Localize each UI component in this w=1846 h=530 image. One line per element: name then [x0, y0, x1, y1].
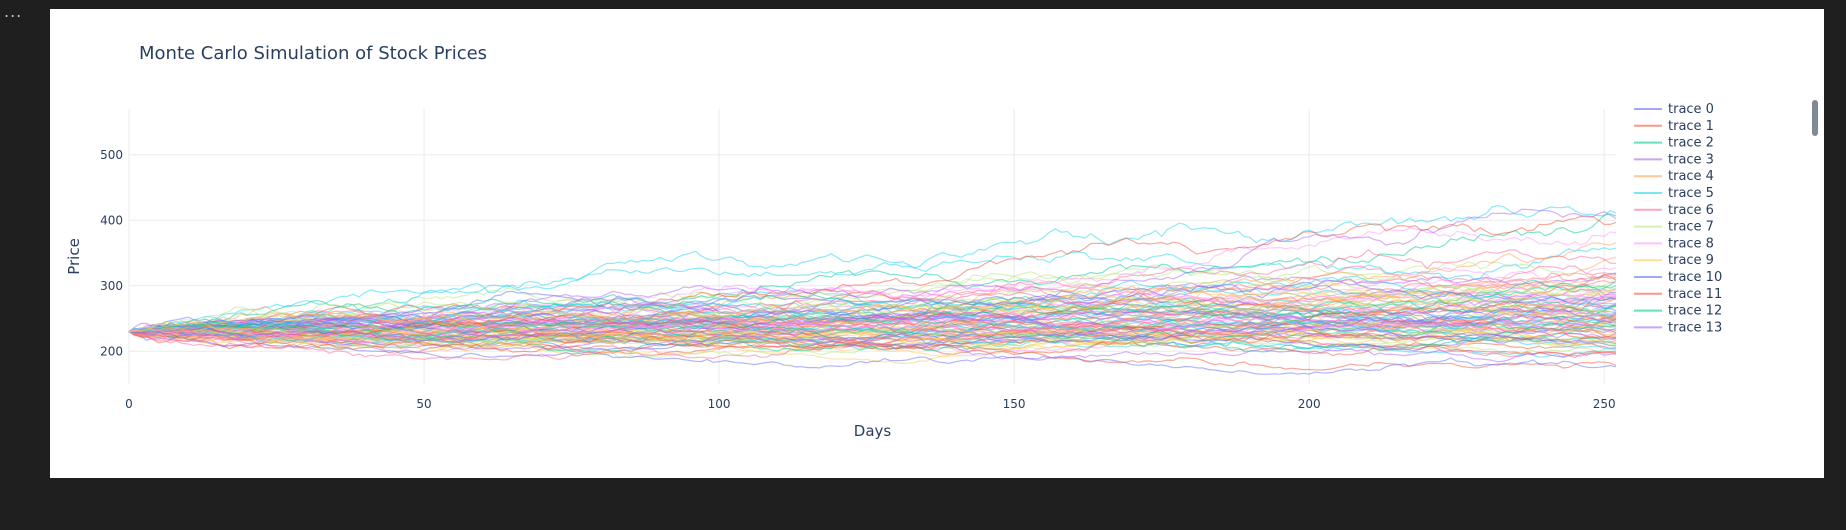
trace-line	[128, 301, 1617, 341]
legend-label: trace 10	[1668, 270, 1722, 285]
legend-item[interactable]: trace 11	[1634, 287, 1722, 302]
legend-item[interactable]: trace 6	[1634, 203, 1714, 218]
chart-title: Monte Carlo Simulation of Stock Prices	[139, 43, 488, 64]
legend-item[interactable]: trace 8	[1634, 236, 1714, 251]
legend-label: trace 5	[1668, 186, 1714, 201]
legend-item[interactable]: trace 1	[1634, 119, 1714, 134]
trace-line	[128, 309, 1617, 345]
x-axis-ticks: 0 50 100 150 200 250	[125, 397, 1615, 411]
legend-item[interactable]: trace 0	[1634, 102, 1714, 117]
legend-item[interactable]: trace 10	[1634, 270, 1722, 285]
y-axis-ticks: 200 300 400 500	[100, 148, 123, 358]
legend-label: trace 1	[1668, 119, 1714, 134]
x-tick-label: 150	[1003, 397, 1026, 411]
y-tick-label: 200	[100, 344, 123, 358]
legend-item[interactable]: trace 3	[1634, 152, 1714, 167]
trace-line	[128, 204, 1617, 334]
legend-label: trace 13	[1668, 320, 1722, 335]
y-tick-label: 500	[100, 148, 123, 162]
y-axis-title: Price	[65, 238, 83, 275]
legend-scrollbar[interactable]	[1812, 100, 1818, 136]
trace-line	[128, 321, 1617, 347]
legend-label: trace 12	[1668, 304, 1722, 319]
legend-label: trace 8	[1668, 236, 1714, 251]
trace-line	[128, 242, 1617, 333]
ellipsis-icon[interactable]: ...	[4, 2, 23, 21]
x-tick-label: 200	[1298, 397, 1321, 411]
trace-line	[128, 314, 1617, 346]
trace-line	[128, 305, 1617, 338]
legend-item[interactable]: trace 12	[1634, 304, 1722, 319]
legend-item[interactable]: trace 4	[1634, 169, 1714, 184]
trace-line	[128, 289, 1617, 333]
legend-label: trace 4	[1668, 169, 1714, 184]
x-tick-label: 0	[125, 397, 133, 411]
legend-label: trace 6	[1668, 203, 1714, 218]
trace-line	[128, 312, 1617, 344]
legend-label: trace 7	[1668, 220, 1714, 235]
x-tick-label: 50	[416, 397, 431, 411]
trace-line	[128, 330, 1617, 357]
legend-label: trace 2	[1668, 136, 1714, 151]
legend-item[interactable]: trace 2	[1634, 136, 1714, 151]
trace-line	[128, 284, 1617, 352]
trace-line	[128, 295, 1617, 340]
trace-line	[128, 326, 1617, 344]
trace-lines	[128, 204, 1617, 375]
trace-line	[128, 327, 1617, 375]
trace-line	[128, 247, 1617, 335]
y-tick-label: 300	[100, 279, 123, 293]
trace-line	[128, 295, 1617, 333]
legend-label: trace 11	[1668, 287, 1722, 302]
x-axis-title: Days	[854, 422, 892, 440]
legend-item[interactable]: trace 5	[1634, 186, 1714, 201]
legend-item[interactable]: trace 7	[1634, 220, 1714, 235]
legend-item[interactable]: trace 13	[1634, 320, 1722, 335]
trace-line	[128, 279, 1617, 341]
trace-line	[128, 311, 1617, 342]
x-tick-label: 250	[1593, 397, 1616, 411]
plot-container: Monte Carlo Simulation of Stock Prices 0…	[50, 9, 1824, 478]
legend-label: trace 3	[1668, 152, 1714, 167]
legend-label: trace 9	[1668, 253, 1714, 268]
trace-line	[128, 331, 1617, 361]
y-tick-label: 400	[100, 213, 123, 227]
x-tick-label: 100	[708, 397, 731, 411]
legend-item[interactable]: trace 9	[1634, 253, 1714, 268]
legend-label: trace 0	[1668, 102, 1714, 117]
